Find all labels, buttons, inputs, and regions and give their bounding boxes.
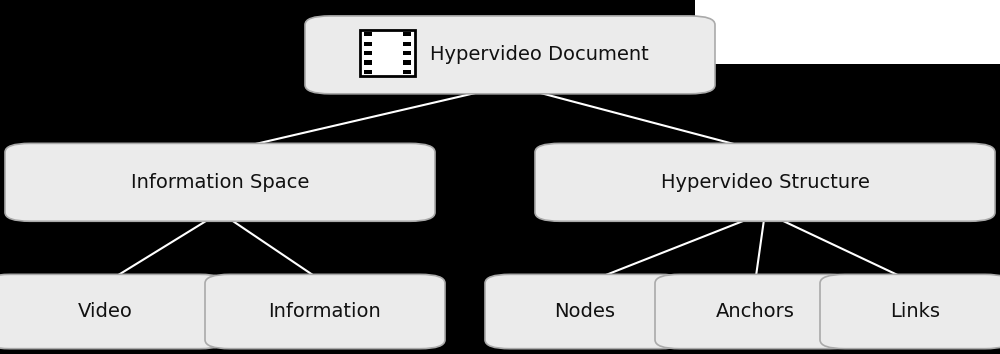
Bar	[403, 42, 411, 46]
Bar	[364, 51, 372, 55]
Text: Information: Information	[269, 302, 381, 321]
FancyBboxPatch shape	[305, 16, 715, 94]
Bar	[364, 70, 372, 74]
FancyBboxPatch shape	[0, 274, 225, 349]
FancyBboxPatch shape	[820, 274, 1000, 349]
Text: Links: Links	[890, 302, 940, 321]
Text: Video: Video	[78, 302, 132, 321]
Text: Information Space: Information Space	[131, 173, 309, 192]
Bar	[364, 42, 372, 46]
Bar	[364, 61, 372, 64]
Bar	[403, 61, 411, 64]
FancyBboxPatch shape	[535, 143, 995, 221]
Bar	[403, 70, 411, 74]
Bar	[403, 32, 411, 36]
Bar	[695, 0, 1000, 64]
Text: Anchors: Anchors	[716, 302, 794, 321]
FancyBboxPatch shape	[485, 274, 685, 349]
FancyBboxPatch shape	[655, 274, 855, 349]
FancyBboxPatch shape	[205, 274, 445, 349]
Bar	[364, 32, 372, 36]
FancyBboxPatch shape	[360, 30, 415, 76]
FancyBboxPatch shape	[5, 143, 435, 221]
Bar	[403, 51, 411, 55]
Text: Hypervideo Document: Hypervideo Document	[430, 45, 649, 64]
Text: Hypervideo Structure: Hypervideo Structure	[661, 173, 869, 192]
Text: Nodes: Nodes	[554, 302, 616, 321]
